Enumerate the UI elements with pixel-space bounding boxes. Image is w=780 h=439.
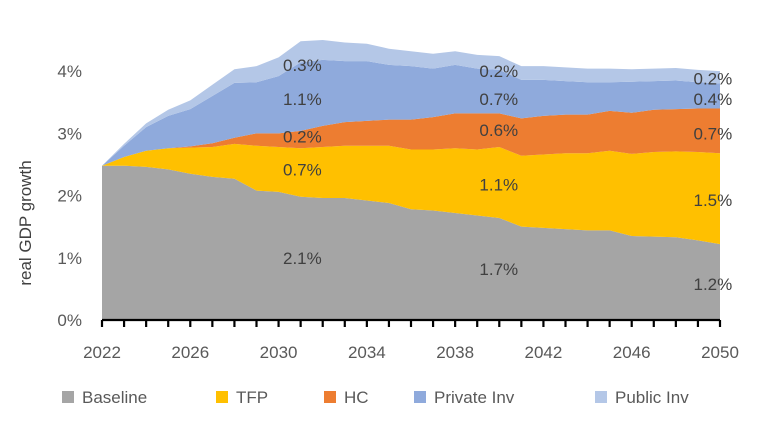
data-label: 1.5%: [694, 191, 733, 210]
area-tfp: [102, 143, 720, 245]
y-tick-label: 0%: [57, 311, 82, 330]
legend: Baseline TFP HC Private Inv Public Inv: [62, 388, 689, 407]
x-tick-label: 2022: [83, 343, 121, 362]
y-axis: 0% 1% 2% 3% 4%: [57, 62, 82, 330]
legend-label: Private Inv: [434, 388, 515, 407]
legend-item-private-inv: Private Inv: [414, 388, 515, 407]
data-label: 1.2%: [694, 275, 733, 294]
legend-swatch: [595, 391, 607, 403]
data-label: 0.7%: [479, 90, 518, 109]
legend-item-tfp: TFP: [216, 388, 268, 407]
legend-label: Public Inv: [615, 388, 689, 407]
x-tick-label: 2050: [701, 343, 739, 362]
legend-label: Baseline: [82, 388, 147, 407]
data-label: 1.7%: [479, 260, 518, 279]
data-label: 1.1%: [283, 90, 322, 109]
area-public-inv: [102, 40, 720, 166]
legend-label: TFP: [236, 388, 268, 407]
x-tick-label: 2034: [348, 343, 386, 362]
legend-swatch: [414, 391, 426, 403]
data-labels: 0.3% 1.1% 0.2% 0.7% 2.1% 0.2% 0.7% 0.6% 1.1% 1.7%…: [283, 56, 732, 294]
data-label: 0.3%: [283, 56, 322, 75]
x-tick-label: 2046: [613, 343, 651, 362]
area-private-inv: [102, 59, 720, 166]
legend-label: HC: [344, 388, 369, 407]
y-tick-label: 3%: [57, 124, 82, 143]
data-label: 0.4%: [694, 90, 733, 109]
legend-item-baseline: Baseline: [62, 388, 147, 407]
y-tick-label: 4%: [57, 62, 82, 81]
data-label: 0.2%: [694, 70, 733, 89]
area-series-group: [102, 40, 720, 320]
data-label: 0.7%: [283, 160, 322, 179]
data-label: 0.2%: [479, 62, 518, 81]
legend-item-public-inv: Public Inv: [595, 388, 689, 407]
legend-item-hc: HC: [324, 388, 369, 407]
area-hc: [102, 108, 720, 166]
legend-swatch: [62, 391, 74, 403]
data-label: 0.2%: [283, 127, 322, 146]
data-label: 0.6%: [479, 121, 518, 140]
x-tick-label: 2038: [436, 343, 474, 362]
data-label: 2.1%: [283, 249, 322, 268]
data-label: 1.1%: [479, 175, 518, 194]
x-tick-label: 2026: [171, 343, 209, 362]
x-axis: 2022 2026 2030 2034 2038 2042 2046 2050: [83, 318, 739, 362]
area-baseline: [102, 165, 720, 320]
x-tick-label: 2042: [525, 343, 563, 362]
data-label: 0.7%: [694, 124, 733, 143]
y-axis-label: real GDP growth: [16, 160, 35, 285]
y-tick-label: 2%: [57, 187, 82, 206]
legend-swatch: [324, 391, 336, 403]
y-tick-label: 1%: [57, 249, 82, 268]
x-tick-label: 2030: [260, 343, 298, 362]
legend-swatch: [216, 391, 228, 403]
